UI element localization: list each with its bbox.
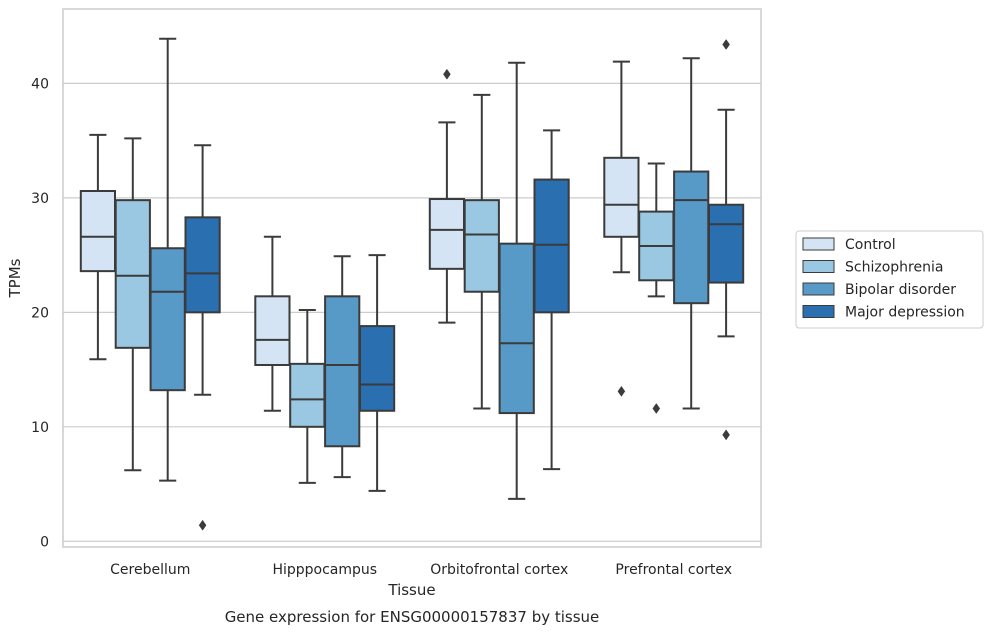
legend-swatch xyxy=(802,237,835,251)
box-iqr xyxy=(707,203,745,284)
box-major-depression xyxy=(707,39,745,441)
y-tick-label: 20 xyxy=(31,305,49,321)
x-tick-label: Prefrontal cortex xyxy=(615,562,732,578)
legend-label: Schizophrenia xyxy=(845,260,943,276)
outlier-point xyxy=(443,68,451,80)
box-iqr xyxy=(603,156,640,238)
legend-swatch xyxy=(802,282,835,296)
box-iqr xyxy=(79,190,117,273)
box-iqr xyxy=(114,199,151,349)
box-iqr xyxy=(254,295,291,366)
outlier-point xyxy=(652,403,661,414)
box-control xyxy=(603,60,640,397)
box-iqr xyxy=(498,242,535,415)
box-control xyxy=(254,235,291,412)
x-tick-label: Hipppocampus xyxy=(272,562,377,578)
y-tick-labels: 0 10 20 30 40 xyxy=(31,76,49,550)
legend-label: Major depression xyxy=(845,305,965,321)
box-iqr xyxy=(463,199,500,293)
box-schizophrenia xyxy=(289,309,326,484)
box-iqr xyxy=(289,362,326,428)
box-control xyxy=(428,68,466,324)
box-iqr xyxy=(149,247,186,392)
legend-frame xyxy=(795,230,984,329)
x-tick-label: Orbitofrontal cortex xyxy=(430,562,568,578)
legend: Control Schizophrenia Bipolar disorder Majo… xyxy=(795,230,984,329)
box-schizophrenia xyxy=(638,162,675,414)
box-bipolar-disorder xyxy=(498,61,535,500)
box-bipolar-disorder xyxy=(324,255,361,479)
y-tick-label: 0 xyxy=(40,534,49,550)
box-major-depression xyxy=(184,144,221,531)
outlier-point xyxy=(722,39,730,50)
x-axis-label: Tissue xyxy=(387,581,435,599)
legend-label: Control xyxy=(845,237,896,253)
box-major-depression xyxy=(533,129,570,471)
x-tick-labels: Cerebellum Hipppocampus Orbitofrontal cort… xyxy=(110,562,732,578)
box-iqr xyxy=(184,216,221,314)
outlier-point xyxy=(617,385,626,397)
box-control xyxy=(79,133,117,361)
box-iqr xyxy=(358,325,396,412)
outlier-point xyxy=(198,519,207,531)
legend-swatch xyxy=(802,305,835,318)
y-axis-label: TPMs xyxy=(6,258,24,298)
box-bipolar-disorder xyxy=(149,37,186,482)
y-tick-label: 10 xyxy=(31,420,49,436)
y-tick-label: 30 xyxy=(31,191,49,207)
box-iqr xyxy=(324,295,361,448)
x-tick-label: Cerebellum xyxy=(110,562,190,578)
y-tick-label: 40 xyxy=(31,76,49,92)
box-bipolar-disorder xyxy=(673,57,710,410)
chart-caption: Gene expression for ENSG00000157837 by t… xyxy=(225,608,600,626)
box-iqr xyxy=(673,170,710,305)
legend-swatch xyxy=(802,260,835,273)
legend-label: Bipolar disorder xyxy=(845,282,956,298)
box-iqr xyxy=(428,198,466,270)
boxes xyxy=(79,37,745,531)
outlier-point xyxy=(722,429,730,441)
box-iqr xyxy=(533,178,570,314)
box-major-depression xyxy=(358,254,396,492)
